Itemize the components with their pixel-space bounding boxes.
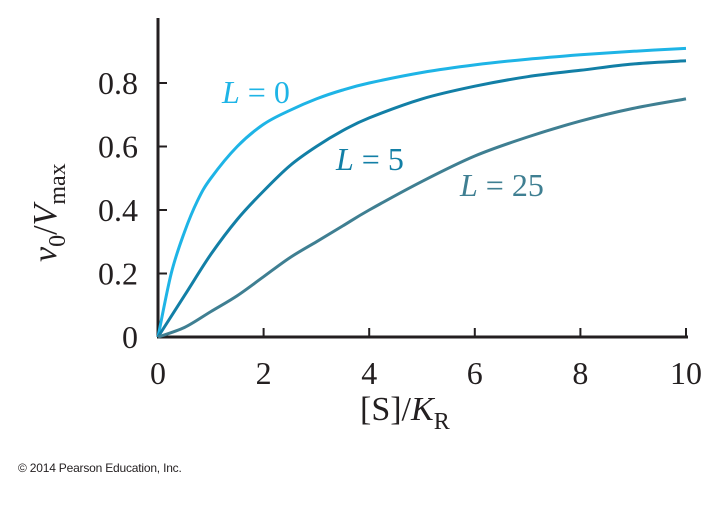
x-ticks: 0 2 4 6 8 10	[150, 328, 702, 391]
series-line	[156, 59, 687, 338]
series-line	[157, 97, 687, 339]
y-tick-label: 0.2	[98, 256, 138, 292]
x-tick-label: 6	[467, 355, 483, 391]
y-tick-label: 0	[122, 319, 138, 355]
series-label: L = 25	[459, 167, 544, 203]
curve-labels: L = 0 L = 5 L = 25	[221, 74, 544, 203]
x-tick-label: 10	[670, 355, 702, 391]
x-tick-label: 2	[256, 355, 272, 391]
series-line	[156, 46, 687, 338]
x-tick-label: 4	[361, 355, 377, 391]
y-tick-label: 0.6	[98, 129, 138, 165]
copyright-notice: © 2014 Pearson Education, Inc.	[18, 461, 182, 475]
x-tick-label: 0	[150, 355, 166, 391]
y-axis-title: v0/Vmax	[27, 163, 71, 262]
axes	[156, 18, 688, 339]
series-label: L = 0	[221, 74, 290, 110]
y-tick-label: 0.4	[98, 192, 138, 228]
y-ticks: 0 0.2 0.4 0.6 0.8	[98, 65, 167, 355]
y-tick-label: 0.8	[98, 65, 138, 101]
x-tick-label: 8	[572, 355, 588, 391]
series-label: L = 5	[335, 141, 404, 177]
x-axis-title: [S]/KR	[360, 391, 450, 435]
curves	[156, 46, 687, 339]
